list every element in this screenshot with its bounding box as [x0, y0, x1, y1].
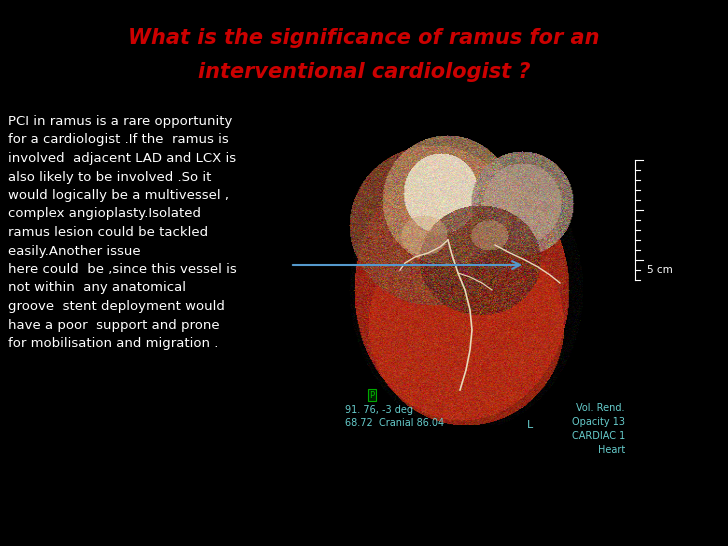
Text: 68.72  Cranial 86.04: 68.72 Cranial 86.04 [345, 418, 444, 428]
Text: 91. 76, -3 deg: 91. 76, -3 deg [345, 405, 413, 415]
Text: L: L [527, 420, 533, 430]
Text: What is the significance of ramus for an: What is the significance of ramus for an [128, 28, 600, 48]
Text: PCI in ramus is a rare opportunity
for a cardiologist .If the  ramus is
involved: PCI in ramus is a rare opportunity for a… [8, 115, 237, 350]
Text: Vol. Rend.
Opacity 13
CARDIAC 1
Heart: Vol. Rend. Opacity 13 CARDIAC 1 Heart [571, 403, 625, 455]
Text: interventional cardiologist ?: interventional cardiologist ? [198, 62, 530, 82]
Text: P: P [369, 390, 375, 400]
Text: 5 cm: 5 cm [647, 265, 673, 275]
